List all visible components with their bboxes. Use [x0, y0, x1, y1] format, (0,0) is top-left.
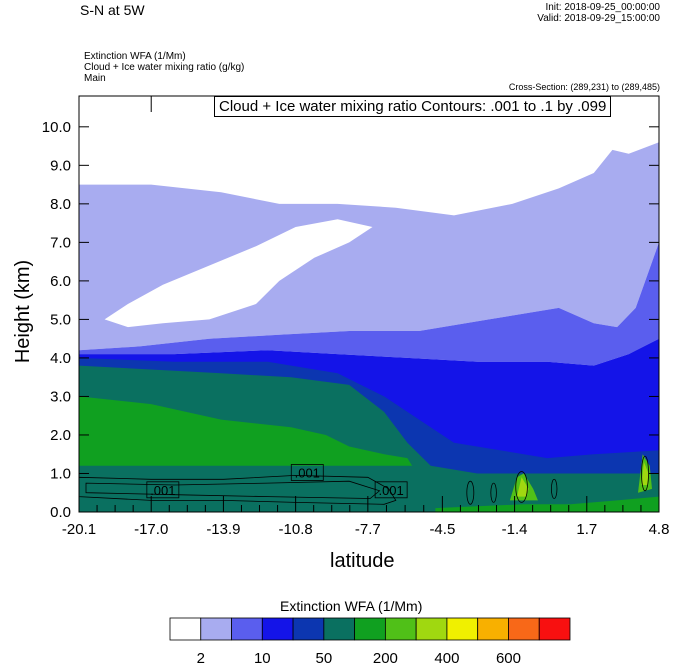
layer-green	[79, 396, 413, 466]
x-tick-label: 4.8	[649, 521, 670, 538]
y-tick-label: 4.0	[50, 350, 71, 367]
x-tick-label: -17.0	[134, 521, 168, 538]
x-axis-label: latitude	[330, 550, 395, 572]
colorbar-swatch	[231, 617, 263, 641]
colorbar-label: 200	[373, 650, 398, 667]
cloud-contour-cell	[550, 478, 558, 499]
layer-medium-blue	[79, 242, 659, 366]
colorbar-swatch	[323, 617, 356, 641]
y-tick-label: 10.0	[42, 119, 71, 136]
y-tick-label: 7.0	[50, 234, 71, 251]
y-tick-label: 6.0	[50, 273, 71, 290]
colorbar-label: 10	[254, 650, 271, 667]
colorbar: 2 10 50 200 400 600	[169, 617, 571, 667]
y-tick-label: 5.0	[50, 311, 71, 328]
contour-legend-label: Cloud + Ice water mixing ratio Contours:…	[214, 96, 612, 117]
colorbar-swatch	[200, 617, 232, 641]
layer-white	[79, 96, 659, 216]
chart-title: S-N at 5W	[80, 2, 145, 18]
cloud-contour-cell	[466, 480, 475, 505]
x-tick-label: -13.9	[206, 521, 240, 538]
x-tick-label: 1.7	[576, 521, 597, 538]
x-tick-label: -1.4	[502, 521, 528, 538]
contour-label: .001	[150, 483, 175, 498]
x-tick-label: -10.8	[279, 521, 313, 538]
y-tick-label: 3.0	[50, 388, 71, 405]
x-tick-label: -20.1	[62, 521, 96, 538]
colorbar-label: 600	[496, 650, 521, 667]
colorbar-swatch	[384, 617, 417, 641]
contour-label: .001	[295, 465, 320, 480]
layer-yellow-green	[516, 477, 529, 497]
field-desc-2: Cloud + Ice water mixing ratio (g/kg)	[84, 62, 245, 73]
colorbar-swatch	[446, 617, 479, 641]
colorbar-label: 2	[197, 650, 205, 667]
y-tick-label: 0.0	[50, 504, 71, 521]
cloud-contour-cell	[515, 471, 528, 503]
x-tick-label: -7.7	[355, 521, 381, 538]
colorbar-swatch	[538, 617, 571, 641]
contour-label: .001	[378, 483, 403, 498]
layer-white-hole	[104, 219, 373, 328]
colorbar-swatch	[169, 617, 202, 641]
contour-label-box	[146, 481, 180, 499]
layer-teal	[79, 365, 659, 512]
colorbar-swatch	[354, 617, 386, 641]
y-tick-label: 8.0	[50, 196, 71, 213]
cross-section-label: Cross-Section: (289,231) to (289,485)	[508, 82, 660, 92]
contour-label-box	[290, 464, 324, 481]
layer-yellow-green2	[641, 461, 649, 485]
valid-time: Valid: 2018-09-29_15:00:00	[537, 13, 660, 24]
y-tick-label: 2.0	[50, 427, 71, 444]
colorbar-title: Extinction WFA (1/Mm)	[280, 598, 423, 614]
colorbar-swatch	[261, 617, 294, 641]
colorbar-label: 50	[316, 650, 333, 667]
contour-label-box	[374, 481, 408, 499]
colorbar-swatch	[477, 617, 509, 641]
y-tick-label: 9.0	[50, 157, 71, 174]
colorbar-swatch	[415, 617, 448, 641]
y-tick-label: 1.0	[50, 465, 71, 482]
y-axis-label: Height (km)	[12, 259, 35, 364]
colorbar-swatch	[292, 617, 325, 641]
cloud-contour-cell	[490, 482, 497, 503]
init-time: Init: 2018-09-25_00:00:00	[545, 2, 660, 13]
cloud-contour-cell	[641, 455, 649, 492]
layer-green-low	[435, 496, 659, 512]
colorbar-label: 400	[434, 650, 459, 667]
field-desc-1: Extinction WFA (1/Mm)	[84, 51, 186, 62]
x-tick-label: -4.5	[429, 521, 455, 538]
colorbar-swatch	[508, 617, 540, 641]
field-desc-3: Main	[84, 73, 106, 84]
